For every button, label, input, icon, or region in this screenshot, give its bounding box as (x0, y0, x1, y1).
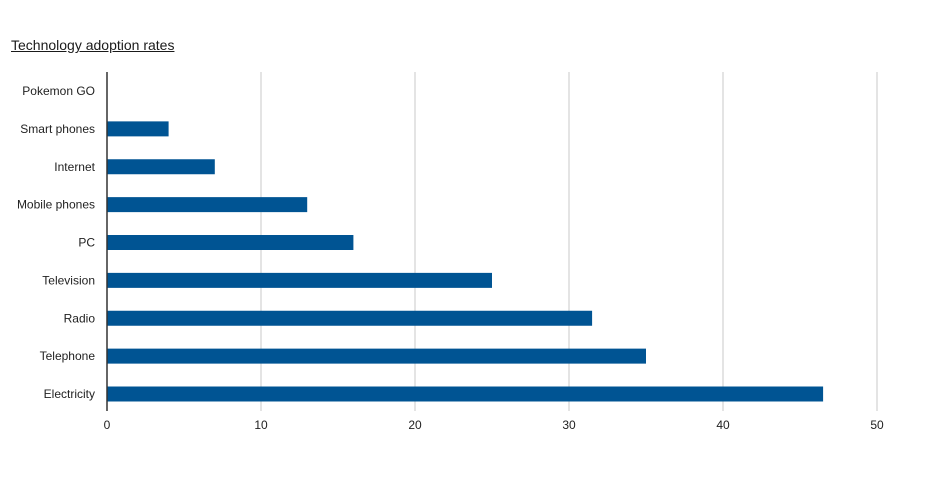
x-tick-label: 20 (408, 418, 422, 432)
category-label: Electricity (44, 387, 95, 401)
chart-title: Technology adoption rates (11, 37, 175, 53)
category-labels: Pokemon GO Smart phones Internet Mobile pho… (17, 84, 96, 401)
category-label: Television (42, 273, 95, 287)
x-tick-label: 50 (870, 418, 884, 432)
bar (107, 348, 646, 364)
category-label: Radio (64, 311, 96, 325)
bar (107, 197, 308, 213)
bar (107, 310, 593, 326)
category-label: PC (78, 236, 95, 250)
x-tick-labels: 0 10 20 30 40 50 (104, 418, 884, 432)
x-tick-label: 0 (104, 418, 111, 432)
category-label: Mobile phones (17, 198, 95, 212)
category-label: Smart phones (20, 122, 95, 136)
x-tick-label: 10 (254, 418, 268, 432)
bar (107, 159, 215, 175)
category-label: Internet (54, 160, 95, 174)
bars (107, 121, 824, 402)
category-label: Telephone (40, 349, 96, 363)
bar (107, 272, 492, 288)
category-label: Pokemon GO (22, 84, 95, 98)
bar (107, 235, 354, 250)
bar (107, 386, 824, 402)
x-tick-label: 30 (562, 418, 576, 432)
x-tick-label: 40 (716, 418, 730, 432)
bar (107, 121, 169, 137)
